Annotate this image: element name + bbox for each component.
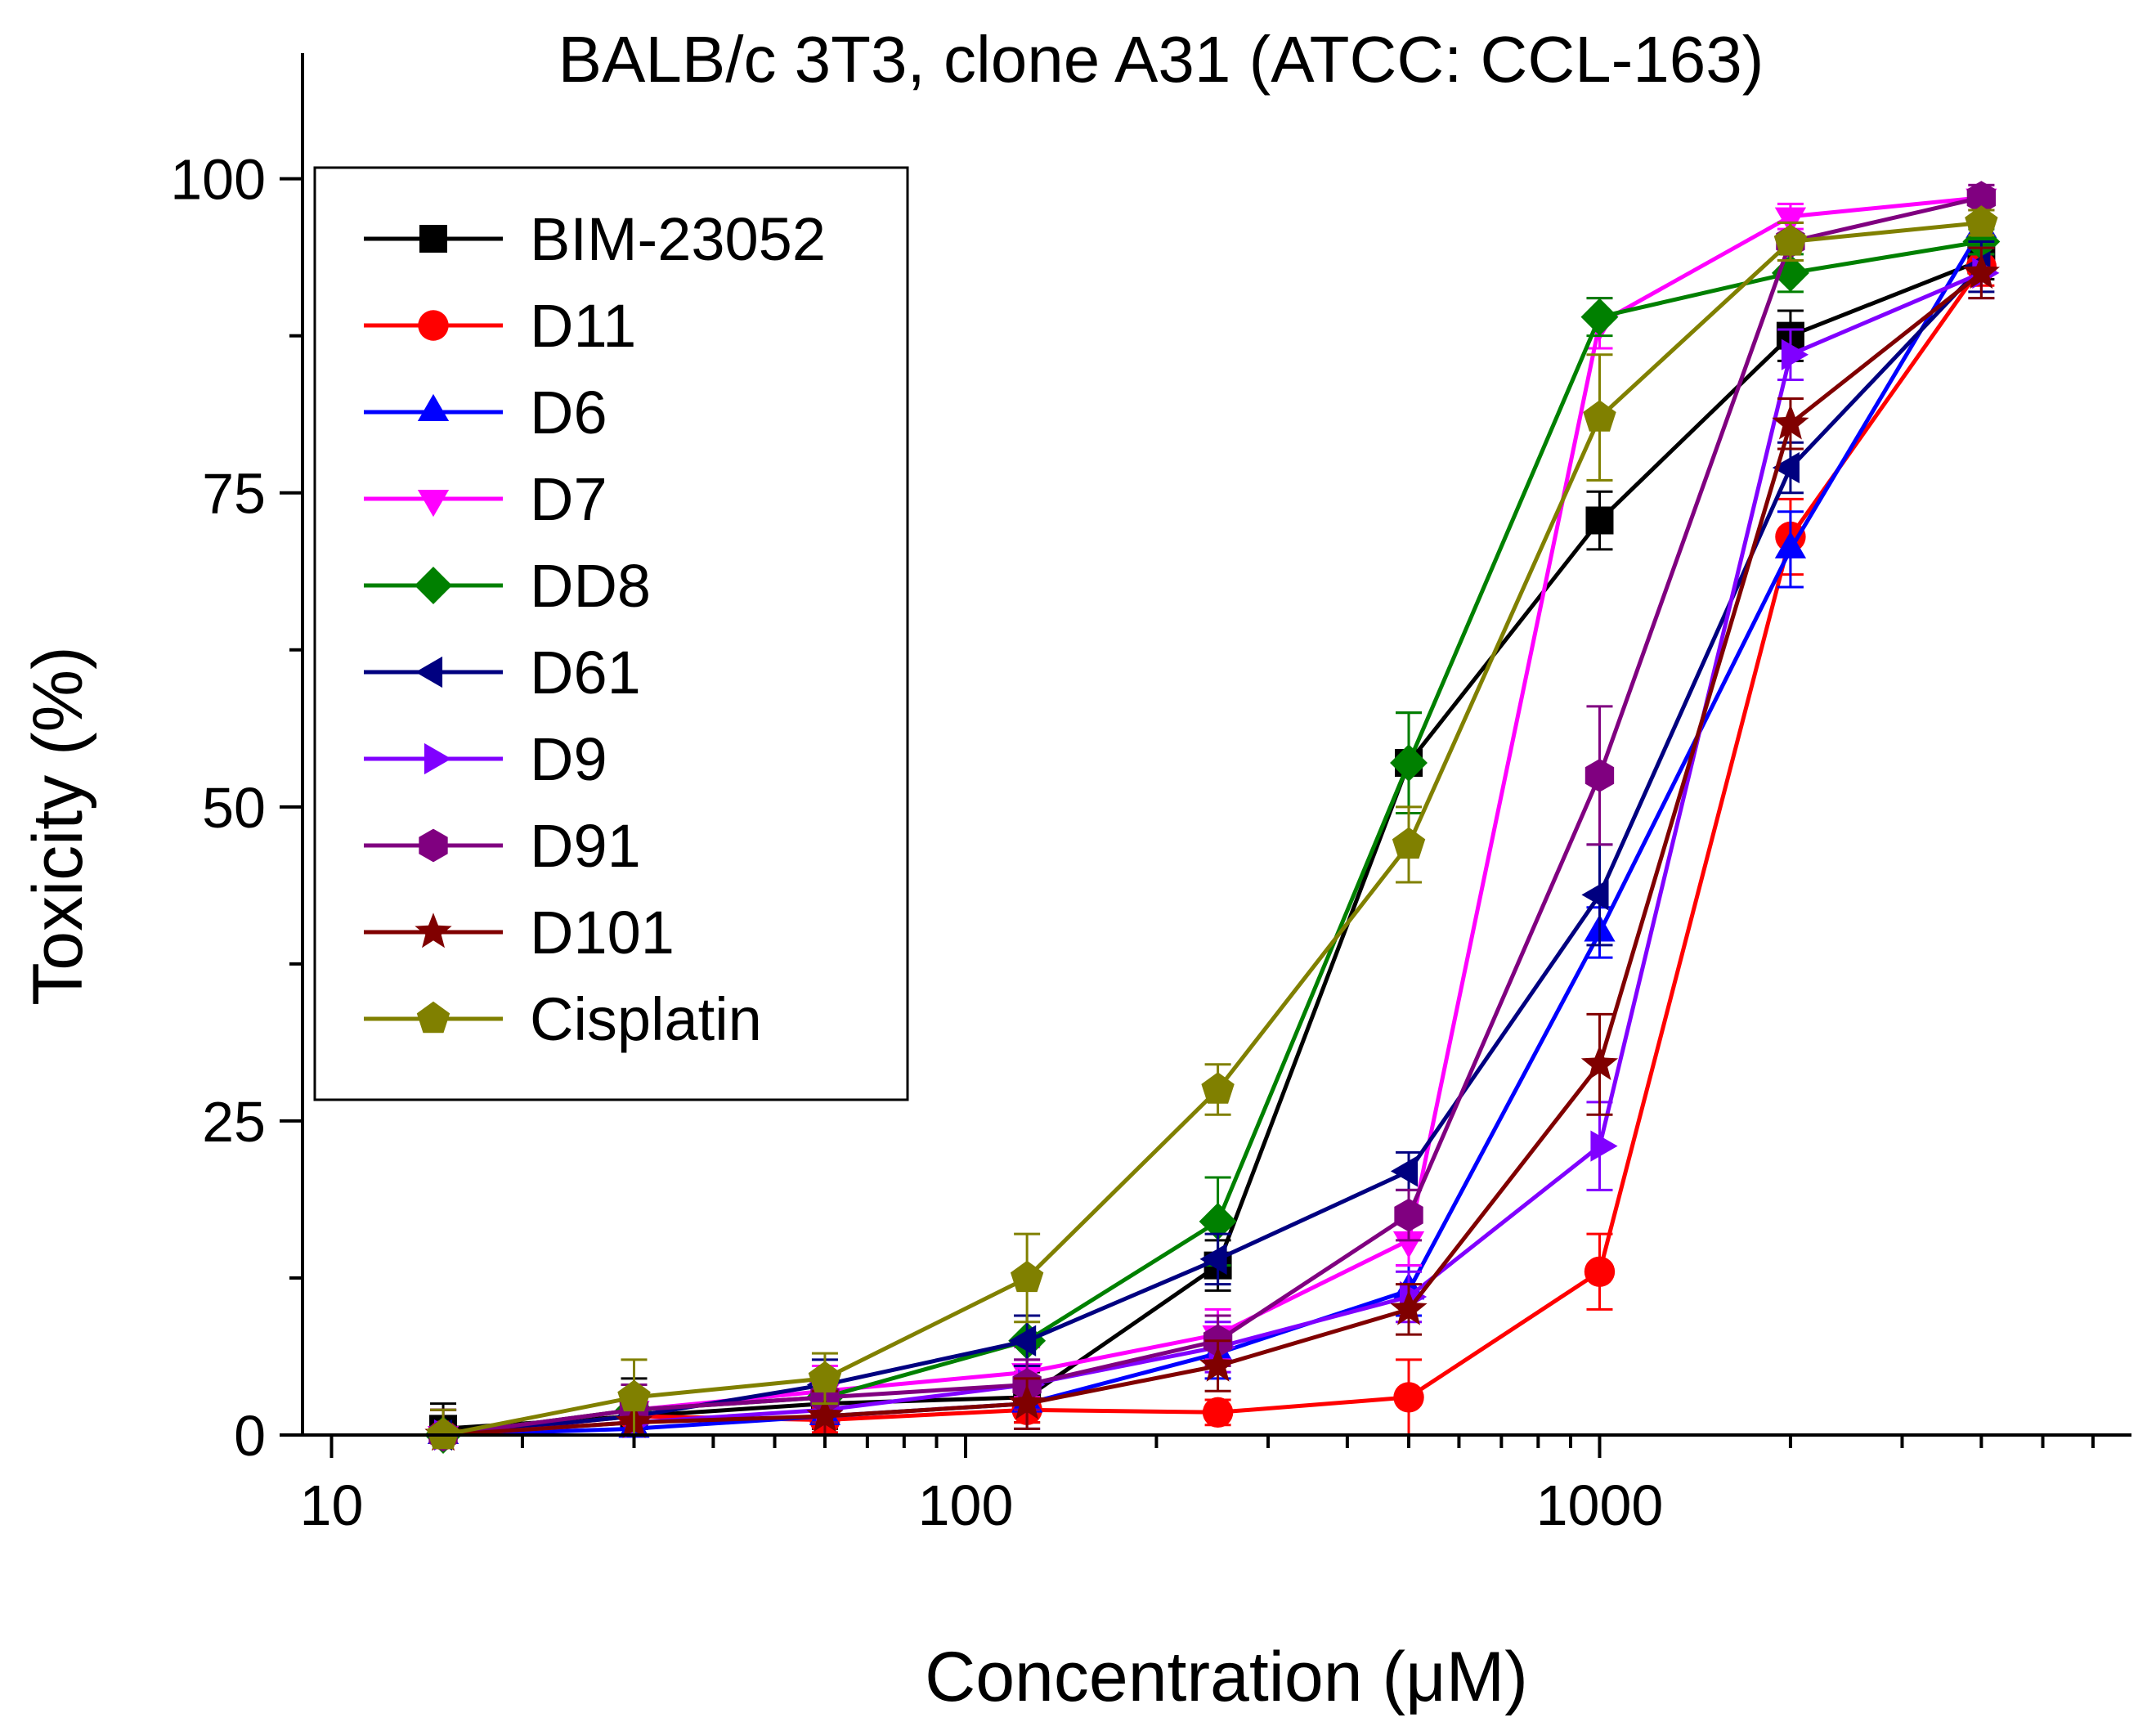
legend-item: D91 [364,812,641,880]
data-point [1580,1044,1619,1081]
data-point [806,1397,844,1433]
y-axis: 0 25 50 75 100 [170,53,304,1468]
data-point [1772,404,1809,440]
data-point [1585,506,1614,535]
y-tick-label: 75 [202,462,266,526]
series-cisplatin [426,205,1998,1450]
x-tick-label: 10 [300,1473,364,1537]
data-point [1773,224,1808,256]
data-point [1581,879,1609,911]
legend-label: D9 [530,725,607,793]
legend-label: BIM-23052 [530,205,826,273]
y-tick-label: 100 [170,148,266,212]
legend-item: Cisplatin [364,985,762,1053]
legend-label: D7 [530,465,607,533]
x-axis-label: Concentration (μM) [925,1638,1528,1716]
legend-item: D11 [364,292,636,360]
data-point [617,1379,651,1412]
y-axis-label: Toxicity (%) [19,646,97,1006]
legend-marker [416,1001,450,1034]
legend-marker [417,489,450,518]
legend-item: D7 [364,465,607,533]
x-tick-label: 1000 [1536,1473,1664,1537]
legend-marker [415,567,452,604]
data-point [1390,1289,1428,1325]
y-tick-label: 25 [202,1090,266,1154]
legend-label: D11 [530,292,636,360]
x-axis: 10 100 1000 [300,1433,2131,1537]
data-point [1585,759,1615,792]
data-point [1392,1231,1425,1258]
plot-area [424,181,2001,1454]
data-point [1009,1325,1037,1357]
chart-title: BALB/c 3T3, clone A31 (ATCC: CCL-163) [558,23,1764,96]
legend-label: D91 [530,812,641,880]
legend-marker [419,225,447,253]
data-point [1393,1382,1424,1413]
data-point [1580,298,1619,336]
data-point [1772,451,1800,484]
data-point [1781,339,1809,370]
legend: BIM-23052 D11 D6 D7 DD8 D61 D9 D91 D101 Cisplatin [313,166,909,1101]
legend-marker [415,656,443,688]
data-point [1962,253,2001,289]
data-point [1008,1383,1046,1419]
data-point [1201,1072,1235,1104]
data-point [1199,1243,1227,1276]
legend-label: D6 [530,379,607,446]
x-tick-label: 100 [918,1473,1014,1537]
data-point [1584,1256,1616,1287]
data-point [1010,1260,1044,1293]
data-point [1590,1130,1618,1162]
legend-item: D101 [364,899,675,966]
data-point [1774,531,1807,558]
legend-item: DD8 [364,552,651,620]
legend-marker [419,828,448,863]
data-point [1199,1346,1237,1382]
legend-item: D61 [364,639,641,706]
data-point [1774,207,1807,235]
y-tick-label: 0 [234,1404,266,1468]
data-point [808,1361,842,1393]
data-point [1394,1198,1423,1232]
y-tick-label: 50 [202,776,266,840]
data-point [1965,205,1998,237]
legend-marker [424,742,452,775]
data-point [1390,1155,1419,1187]
data-point [1199,1202,1237,1240]
legend-item: D9 [364,725,607,793]
legend-marker [415,913,452,948]
data-point [1392,827,1426,859]
data-point [1202,1397,1234,1428]
legend-item: D6 [364,379,607,446]
legend-marker [418,310,449,341]
legend-frame [313,166,909,1101]
legend-marker [417,393,450,422]
legend-label: D101 [530,899,675,966]
data-point [426,1417,460,1450]
data-point [1966,181,1997,215]
data-point [1583,400,1616,432]
legend-label: D61 [530,639,641,706]
legend-item: BIM-23052 [364,205,826,273]
legend-label: DD8 [530,552,651,620]
legend-label: Cisplatin [530,985,762,1053]
